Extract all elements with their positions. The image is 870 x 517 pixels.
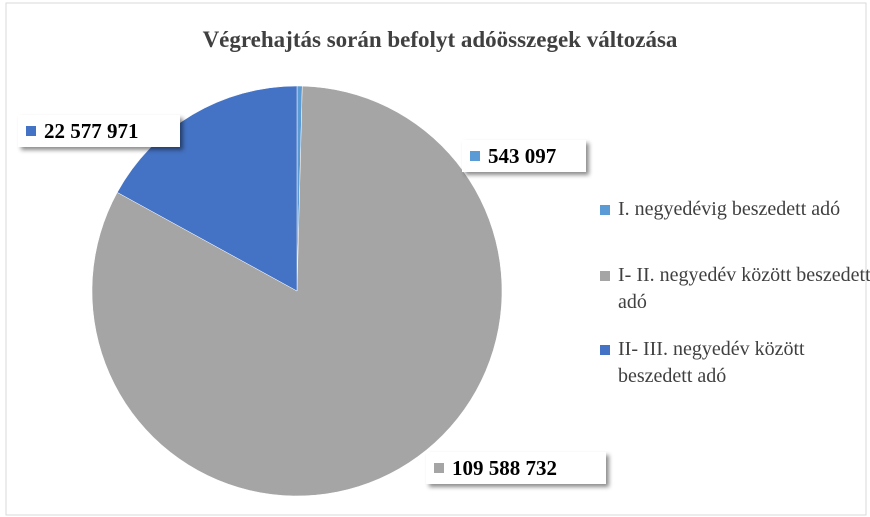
data-label: 543 097 — [488, 144, 556, 168]
data-label-box — [426, 452, 606, 484]
data-label-swatch — [434, 463, 444, 473]
legend-label: I- II. negyedév között beszedett adó — [618, 264, 870, 313]
data-label-swatch — [26, 126, 36, 136]
legend-swatch — [600, 345, 610, 355]
chart-title: Végrehajtás során befolyt adóösszegek vá… — [203, 27, 678, 52]
legend-swatch — [600, 205, 610, 215]
legend-item: I. negyedévig beszedett adó — [598, 196, 870, 223]
legend-item: II- III. negyedév között beszedett adó — [598, 336, 870, 390]
legend-label: I. negyedévig beszedett adó — [618, 198, 841, 220]
legend-label: II- III. negyedév között beszedett adó — [618, 338, 805, 387]
legend-swatch — [600, 271, 610, 281]
data-label-box — [18, 115, 180, 147]
data-label: 22 577 971 — [44, 119, 139, 143]
data-label: 109 588 732 — [452, 456, 557, 480]
data-label-swatch — [470, 151, 480, 161]
legend-item: I- II. negyedév között beszedett adó — [598, 262, 870, 316]
data-label-box — [462, 140, 586, 172]
